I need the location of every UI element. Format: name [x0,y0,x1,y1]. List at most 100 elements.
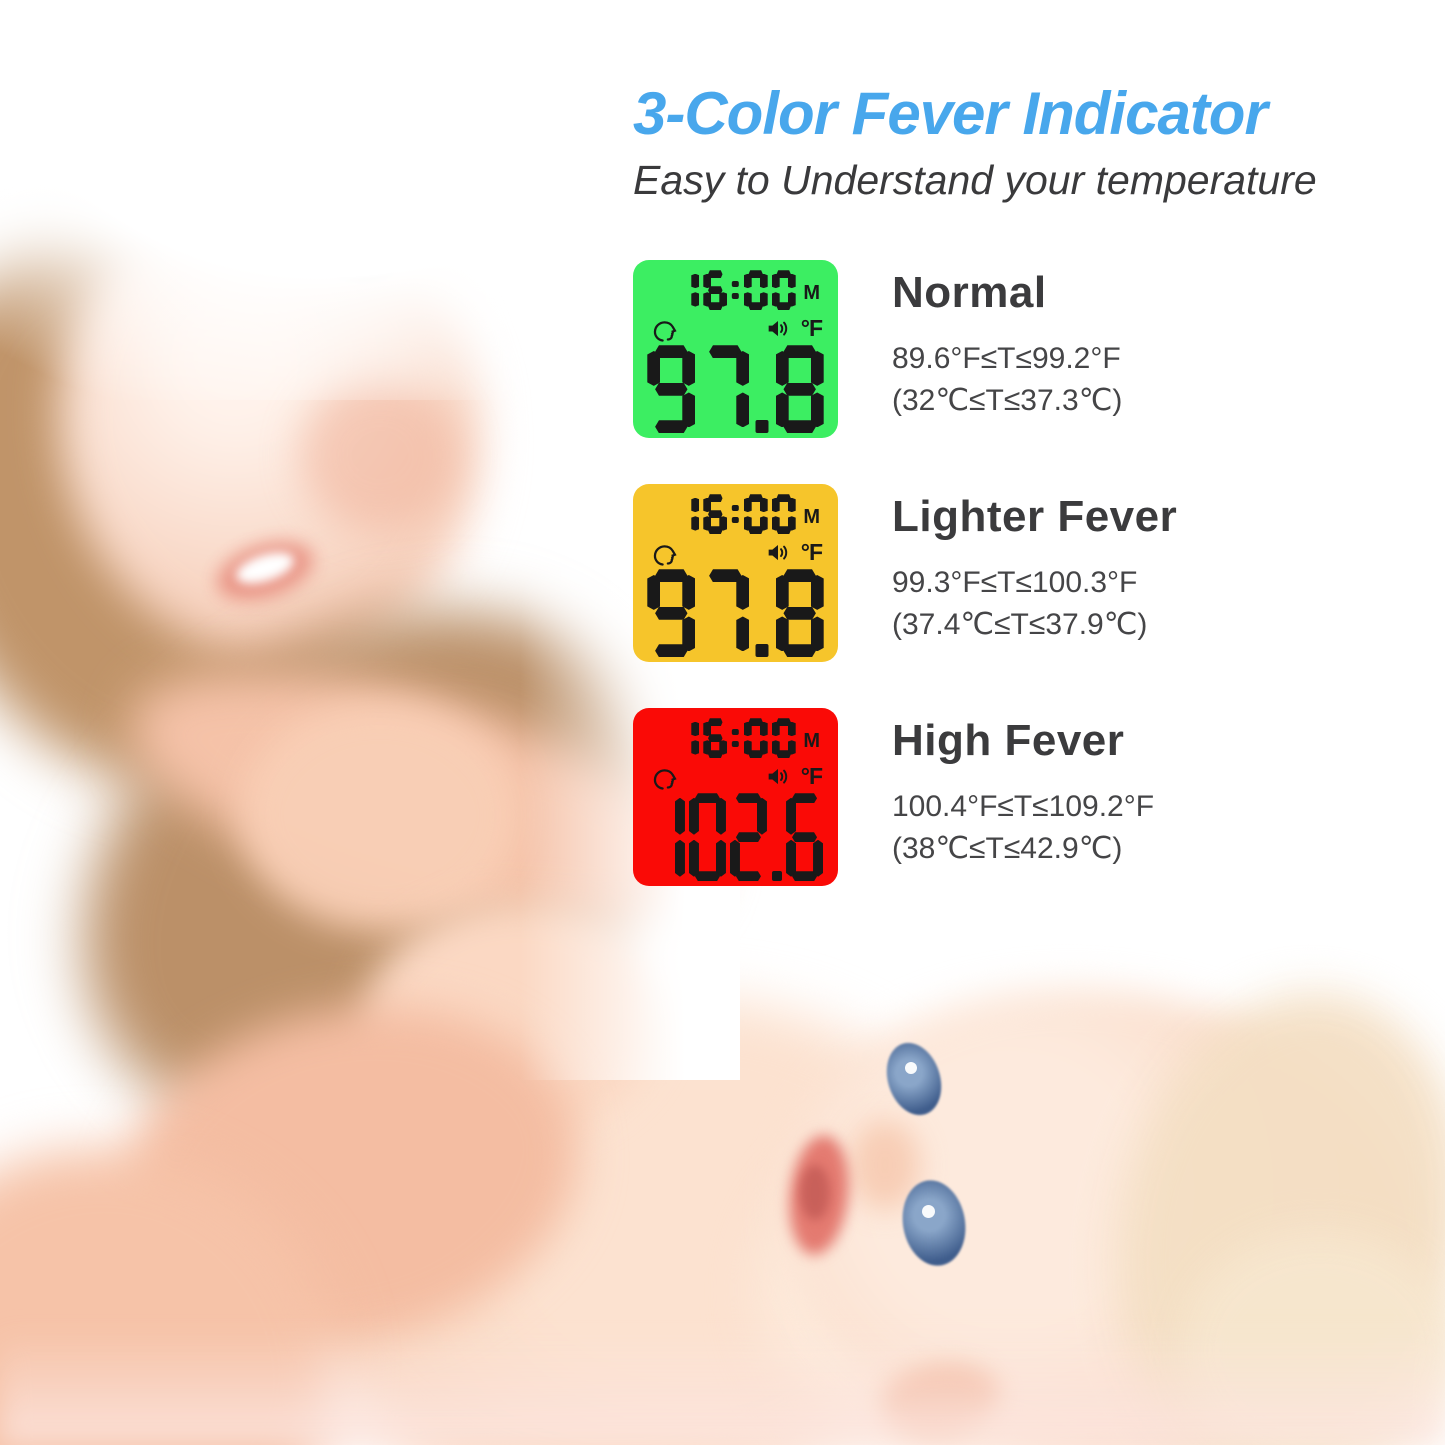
indicator-text-normal: Normal 89.6°F≤T≤99.2°F (32℃≤T≤37.3℃) [892,260,1122,422]
lcd-icon-row: °F [647,535,824,569]
lcd-mode-label: M [803,282,820,305]
photo-clasped-hands [240,700,520,930]
lcd-display-high-fever: M °F [633,708,838,887]
photo-baby-eye-glint [922,1205,935,1218]
lcd-mode-label: M [803,506,820,529]
segment-digit-0 [771,718,796,759]
segment-digit-7 [701,345,750,433]
indicator-rows: M °F [633,260,1413,887]
segment-digit-7 [701,569,750,657]
photo-baby-hair [1073,959,1445,1445]
photo-bedding [0,1330,1445,1445]
segment-digit-0 [771,494,796,535]
lcd-time-row: M [647,494,824,535]
indicator-range-c: (38℃≤T≤42.9℃) [892,832,1123,866]
segment-digit-0 [743,718,768,759]
lcd-display-normal: M °F [633,260,838,439]
photo-mother-forearm [0,1089,394,1445]
indicator-text-lighter-fever: Lighter Fever 99.3°F≤T≤100.3°F (37.4℃≤T≤… [892,484,1177,646]
segment-digit-1 [675,494,700,534]
indicator-title: Normal [892,268,1047,318]
segment-digit-0 [771,270,796,311]
segment-digit-0 [743,270,768,311]
head-profile-icon [653,321,677,342]
photo-mother-smile [209,530,321,612]
speaker-icon [768,769,787,785]
page-subtitle: Easy to Understand your temperature [633,157,1317,204]
photo-mother-face [15,151,525,699]
lcd-temperature [648,793,824,882]
indicator-title: Lighter Fever [892,492,1178,542]
segment-dot [755,569,769,658]
indicator-title: High Fever [892,716,1125,766]
lcd-mode-label: M [803,730,820,753]
segment-colon [731,494,739,534]
segment-digit-8 [775,345,824,434]
segment-colon [731,270,739,310]
lcd-sound-unit-group: °F [763,762,823,790]
photo-mother-hair-top [0,178,417,842]
lcd-temperature [647,569,824,658]
photo-baby-eye-glint [905,1062,917,1074]
lcd-time [675,270,796,311]
segment-dot [771,793,782,882]
lcd-unit-label: °F [800,762,823,789]
indicator-row-high-fever: M °F [633,708,1413,887]
lcd-time [675,718,796,759]
segment-colon [731,718,739,758]
segment-digit-6 [786,793,824,882]
photo-baby-torso [261,944,1019,1445]
lcd-sound-unit-group: °F [763,538,823,566]
lcd-time-row: M [647,718,824,759]
segment-digit-1 [675,270,700,310]
lcd-temperature [647,345,824,434]
segment-dot [755,345,769,434]
photo-baby-mouth [783,1132,855,1258]
indicator-range-f: 89.6°F≤T≤99.2°F [892,342,1121,376]
lcd-unit-label: °F [800,538,823,565]
segment-digit-6 [703,270,728,311]
head-profile-icon [653,545,677,566]
page-title: 3-Color Fever Indicator [633,80,1268,147]
segment-digit-8 [775,569,824,658]
segment-digit-0 [743,494,768,535]
segment-digit-1 [675,718,700,758]
segment-digit-9 [647,569,696,658]
segment-digit-9 [647,345,696,434]
photo-baby-nose [850,1120,920,1210]
lcd-unit-label: °F [800,314,823,341]
photo-mother-cheek [300,380,460,530]
photo-baby-eye-upper [877,1035,951,1123]
indicator-range-c: (32℃≤T≤37.3℃) [892,384,1123,418]
lcd-icon-row: °F [647,311,824,345]
speaker-icon [768,545,787,561]
segment-digit-6 [703,494,728,535]
indicator-range-f: 100.4°F≤T≤109.2°F [892,790,1155,824]
photo-baby-ear [875,1356,1005,1444]
fever-indicator-panel: 3-Color Fever Indicator Easy to Understa… [633,80,1413,887]
photo-baby-hand [341,875,679,1165]
head-profile-icon [653,769,677,790]
segment-digit-2 [729,793,767,882]
indicator-row-lighter-fever: M °F [633,484,1413,663]
segment-digit-1 [648,793,685,881]
lcd-sound-unit-group: °F [763,314,823,342]
indicator-range-f: 99.3°F≤T≤100.3°F [892,566,1138,600]
segment-digit-0 [688,793,726,882]
photo-baby-mouth-inner [800,1165,830,1220]
lcd-time-row: M [647,270,824,311]
photo-mother-hand [90,965,610,1385]
photo-baby-chest [760,1120,1180,1445]
indicator-range-c: (37.4℃≤T≤37.9℃) [892,608,1148,642]
lcd-icon-row: °F [647,759,824,793]
segment-digit-6 [703,718,728,759]
speaker-icon [768,321,787,337]
indicator-row-normal: M °F [633,260,1413,439]
photo-mother-teeth [232,546,298,590]
photo-baby-eye-lower [896,1175,972,1271]
photo-baby-head [750,947,1445,1445]
lcd-display-lighter-fever: M °F [633,484,838,663]
photo-baby-hair-crown [1180,1230,1445,1445]
indicator-text-high-fever: High Fever 100.4°F≤T≤109.2°F (38℃≤T≤42.9… [892,708,1154,870]
